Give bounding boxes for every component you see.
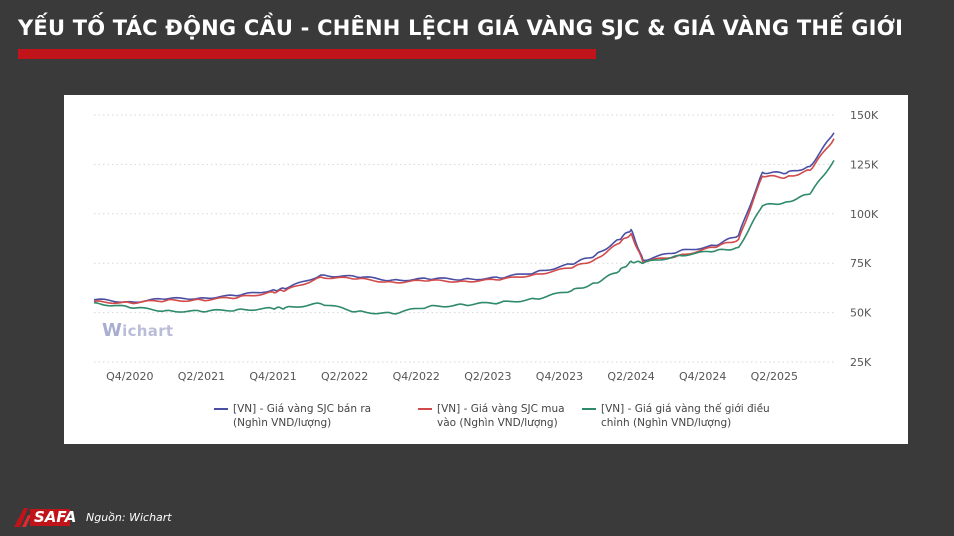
series-line-2 bbox=[93, 159, 835, 315]
x-tick-label: Q2/2025 bbox=[751, 370, 798, 383]
axis-layer: 25K 50K 75K 100K 125K 150K Q4/2020 Q2/2021 Q4/20… bbox=[106, 109, 879, 383]
legend-item[interactable]: [VN] - Giá vàng SJC mua vào (Nghìn VND/l… bbox=[418, 402, 568, 430]
y-tick-label: 150K bbox=[850, 109, 879, 122]
legend-swatch bbox=[214, 408, 228, 410]
title-underline-bar bbox=[18, 49, 596, 59]
y-tick-label: 75K bbox=[850, 257, 872, 270]
x-tick-label: Q2/2023 bbox=[464, 370, 511, 383]
watermark-prefix: W bbox=[102, 320, 123, 341]
x-tick-label: Q4/2020 bbox=[106, 370, 153, 383]
watermark-text: ichart bbox=[122, 322, 174, 340]
legend-swatch bbox=[582, 408, 596, 410]
legend-label: [VN] - Giá vàng SJC bán ra (Nghìn VND/lư… bbox=[233, 403, 372, 429]
logo-text: SAFA bbox=[34, 508, 77, 526]
y-tick-label: 25K bbox=[850, 356, 872, 369]
legend-label: [VN] - Giá giá vàng thế giới điều chỉnh … bbox=[601, 403, 770, 429]
chart-card: 25K 50K 75K 100K 125K 150K Q4/2020 Q2/2021 Q4/20… bbox=[64, 95, 908, 444]
x-tick-label: Q2/2022 bbox=[321, 370, 368, 383]
price-line-chart: 25K 50K 75K 100K 125K 150K Q4/2020 Q2/2021 Q4/20… bbox=[93, 109, 879, 383]
safa-logo: SAFA bbox=[12, 505, 76, 529]
legend-label: [VN] - Giá vàng SJC mua vào (Nghìn VND/l… bbox=[437, 403, 565, 429]
y-tick-label: 125K bbox=[850, 158, 879, 171]
y-tick-label: 50K bbox=[850, 307, 872, 320]
x-tick-label: Q2/2024 bbox=[607, 370, 654, 383]
series-line-1 bbox=[93, 138, 835, 305]
logo-mark-icon bbox=[14, 508, 70, 527]
wichart-watermark: Wichart bbox=[102, 320, 173, 341]
legend-swatch bbox=[418, 408, 432, 410]
grid-layer bbox=[94, 114, 834, 363]
x-tick-label: Q4/2021 bbox=[249, 370, 296, 383]
legend-item[interactable]: [VN] - Giá vàng SJC bán ra (Nghìn VND/lư… bbox=[214, 402, 404, 430]
x-tick-label: Q4/2023 bbox=[536, 370, 583, 383]
series-layer bbox=[93, 132, 835, 315]
chart-legend: [VN] - Giá vàng SJC bán ra (Nghìn VND/lư… bbox=[214, 402, 772, 430]
page-title: YẾU TỐ TÁC ĐỘNG CẦU - CHÊNH LỆCH GIÁ VÀN… bbox=[18, 16, 904, 40]
y-tick-label: 100K bbox=[850, 208, 879, 221]
source-note: Nguồn: Wichart bbox=[86, 511, 172, 524]
x-tick-label: Q4/2024 bbox=[679, 370, 726, 383]
series-line-0 bbox=[93, 132, 835, 304]
legend-item[interactable]: [VN] - Giá giá vàng thế giới điều chỉnh … bbox=[582, 402, 772, 430]
x-tick-label: Q2/2021 bbox=[178, 370, 225, 383]
x-tick-label: Q4/2022 bbox=[393, 370, 440, 383]
